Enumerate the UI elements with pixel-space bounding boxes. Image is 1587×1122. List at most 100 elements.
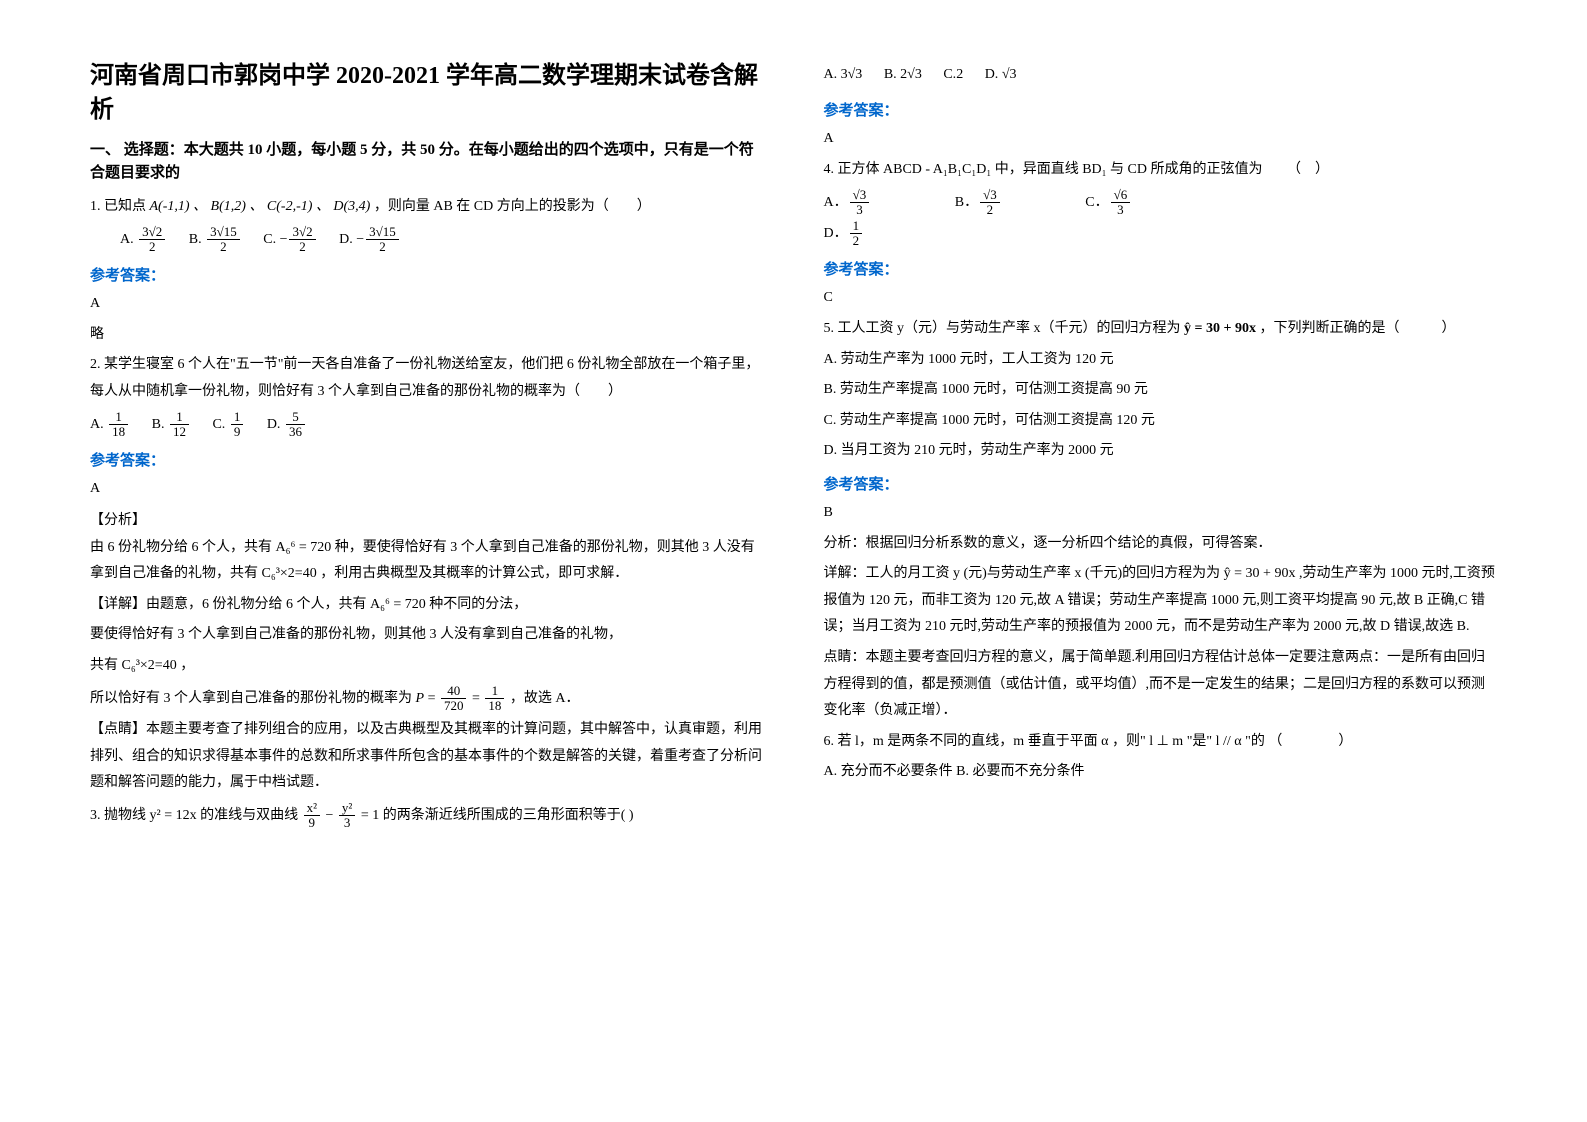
q4-answer: C: [824, 285, 1498, 312]
q5-optD: D. 当月工资为 210 元时，劳动生产率为 2000 元: [824, 438, 1498, 465]
q4-Bn: √3: [980, 188, 1000, 203]
q4-optD: D．12: [824, 219, 865, 250]
q2-B-num: 1: [170, 410, 189, 425]
q4-answer-label: 参考答案：: [824, 258, 1498, 279]
q4-Dn: 1: [850, 219, 863, 234]
q5-answer-label: 参考答案：: [824, 473, 1498, 494]
q2-hint-text: 本题主要考查了排列组合的应用，以及古典概型及其概率的计算问题，其中解答中，认真审…: [90, 722, 762, 790]
q2-P-num: 40: [441, 684, 467, 699]
q4-options-2: D．12: [824, 219, 1498, 250]
q1-optA: A. 3√22: [120, 225, 167, 256]
q6-optA: A. 充分而不必要条件 B. 必要而不充分条件: [824, 759, 1498, 786]
q2-analysis-label: 【分析】: [90, 509, 764, 529]
q6-stem: 6. 若 l，m 是两条不同的直线，m 垂直于平面 α ，则" l ⊥ m "是…: [824, 729, 1498, 756]
q3-optD: D. √3: [985, 60, 1017, 91]
q1-optB-num: 3√15: [207, 225, 240, 240]
section-header: 一、 选择题：本大题共 10 小题，每小题 5 分，共 50 分。在每小题给出的…: [90, 139, 764, 184]
q2-P-den: 720: [441, 699, 467, 713]
q4-optA: A．√33: [824, 188, 872, 219]
q4-Bd: 2: [980, 203, 1000, 217]
q2-analysis: 由 6 份礼物分给 6 个人，共有 A₆⁶ = 720 种，要使得恰好有 3 个…: [90, 535, 764, 588]
q1-optB-den: 2: [207, 240, 240, 254]
q3-answer: A: [824, 126, 1498, 153]
q3-optA: A. 3√3: [824, 60, 863, 91]
q5-answer: B: [824, 500, 1498, 527]
q3-optB: B. 2√3: [884, 60, 922, 91]
q2-Peq-num: 1: [485, 684, 504, 699]
q5-optA: A. 劳动生产率为 1000 元时，工人工资为 120 元: [824, 347, 1498, 374]
q3-yd: 3: [339, 816, 355, 830]
page-title: 河南省周口市郭岗中学 2020-2021 学年高二数学理期末试卷含解析: [90, 60, 764, 127]
q5-stem: 5. 工人工资 y（元）与劳动生产率 x（千元）的回归方程为 ŷ = 30 + …: [824, 316, 1498, 343]
q2-optC: C. 19: [212, 410, 245, 441]
q2-A-den: 18: [109, 425, 128, 439]
detail-label: 【详解】: [90, 597, 146, 612]
q3-optC-v: 2: [956, 67, 963, 82]
q2-answer: A: [90, 476, 764, 503]
q5-optB: B. 劳动生产率提高 1000 元时，可估测工资提高 90 元: [824, 377, 1498, 404]
q2-detail1: 【详解】由题意，6 份礼物分给 6 个人，共有 A₆⁶ = 720 种不同的分法…: [90, 592, 764, 619]
q5-prefix: 5. 工人工资 y（元）与劳动生产率 x（千元）的回归方程为: [824, 321, 1181, 336]
q5-suffix: ，下列判断正确的是（ ）: [1259, 321, 1455, 336]
q3-suffix: 的两条渐近线所围成的三角形面积等于( ): [383, 808, 634, 823]
q4-optB: B．√32: [955, 188, 1002, 219]
q1-answer-label: 参考答案：: [90, 264, 764, 285]
q5-equation: ŷ = 30 + 90x: [1184, 321, 1256, 336]
q2-detail1-text: 由题意，6 份礼物分给 6 个人，共有 A₆⁶ = 720 种不同的分法，: [146, 597, 527, 612]
q3-answer-label: 参考答案：: [824, 99, 1498, 120]
q3-yn: y²: [339, 801, 355, 816]
q1-optA-num: 3√2: [139, 225, 165, 240]
q3-optD-v: √3: [1002, 67, 1017, 82]
q4-options: A．√33 B．√32 C．√63: [824, 188, 1498, 219]
q2-answer-label: 参考答案：: [90, 449, 764, 470]
q3-xd: 9: [304, 816, 320, 830]
q2-detail4-suffix: ，故选 A．: [510, 691, 580, 706]
q5-optC: C. 劳动生产率提高 1000 元时，可估测工资提高 120 元: [824, 408, 1498, 435]
q4-Cn: √6: [1111, 188, 1131, 203]
q4-Ad: 3: [850, 203, 870, 217]
q5-detail: 详解：工人的月工资 y (元)与劳动生产率 x (千元)的回归方程为为 ŷ = …: [824, 561, 1498, 641]
q4-stem: 4. 正方体 ABCD - A₁B₁C₁D₁ 中，异面直线 BD₁ 与 CD 所…: [824, 157, 1498, 184]
q2-D-den: 36: [286, 425, 305, 439]
hint-label: 【点睛】: [90, 722, 146, 737]
q3-optB-v: 2√3: [900, 67, 922, 82]
q1-optA-den: 2: [139, 240, 165, 254]
q1-suffix: ，则向量 AB 在 CD 方向上的投影为（ ）: [374, 199, 651, 214]
q2-stem: 2. 某学生寝室 6 个人在"五一节"前一天各自准备了一份礼物送给室友，他们把 …: [90, 352, 764, 405]
q3-stem: 3. 抛物线 y² = 12x 的准线与双曲线 x²9 − y²3 = 1 的两…: [90, 801, 764, 831]
q3-prefix: 3. 抛物线 y² = 12x 的准线与双曲线: [90, 808, 298, 823]
q4-Cd: 3: [1111, 203, 1131, 217]
q2-optB: B. 112: [152, 410, 191, 441]
q2-Peq-den: 18: [485, 699, 504, 713]
q2-detail2: 要使得恰好有 3 个人拿到自己准备的那份礼物，则其他 3 人没有拿到自己准备的礼…: [90, 622, 764, 649]
q3-options: A. 3√3 B. 2√3 C.2 D. √3: [824, 60, 1498, 91]
q2-detail4-prefix: 所以恰好有 3 个人拿到自己准备的那份礼物的概率为: [90, 691, 412, 706]
q1-optC-den: 2: [289, 240, 315, 254]
q2-hint: 【点睛】本题主要考查了排列组合的应用，以及古典概型及其概率的计算问题，其中解答中…: [90, 717, 764, 797]
q3-xn: x²: [304, 801, 320, 816]
q1-points: A(-1,1) 、 B(1,2) 、 C(-2,-1) 、 D(3,4): [150, 199, 371, 214]
q2-options: A. 118 B. 112 C. 19 D. 536: [90, 410, 764, 441]
q1-optC-num: 3√2: [289, 225, 315, 240]
q2-C-num: 1: [231, 410, 244, 425]
q1-prefix: 1. 已知点: [90, 199, 146, 214]
q2-C-den: 9: [231, 425, 244, 439]
q1-optD: D. −3√152: [339, 225, 401, 256]
q1-optD-num: 3√15: [366, 225, 399, 240]
q2-D-num: 5: [286, 410, 305, 425]
q1-options: A. 3√22 B. 3√152 C. −3√22 D. −3√152: [90, 225, 764, 256]
q5-hint: 点睛：本题主要考查回归方程的意义，属于简单题.利用回归方程估计总体一定要注意两点…: [824, 645, 1498, 725]
q2-optD: D. 536: [267, 410, 307, 441]
q2-B-den: 12: [170, 425, 189, 439]
q2-A-num: 1: [109, 410, 128, 425]
q1-optB: B. 3√152: [189, 225, 242, 256]
q4-An: √3: [850, 188, 870, 203]
q3-optC: C.2: [943, 60, 963, 91]
q4-prefix: 4. 正方体 ABCD - A₁B₁C₁D₁ 中，异面直线 BD₁ 与 CD 所…: [824, 162, 1263, 177]
q2-detail3: 共有 C₆³×2=40 ，: [90, 653, 764, 680]
q1-answer: A: [90, 291, 764, 318]
q1-brief: 略: [90, 322, 764, 349]
q1-optD-den: 2: [366, 240, 399, 254]
q4-optC: C．√63: [1085, 188, 1132, 219]
q3-optA-v: 3√3: [841, 67, 863, 82]
